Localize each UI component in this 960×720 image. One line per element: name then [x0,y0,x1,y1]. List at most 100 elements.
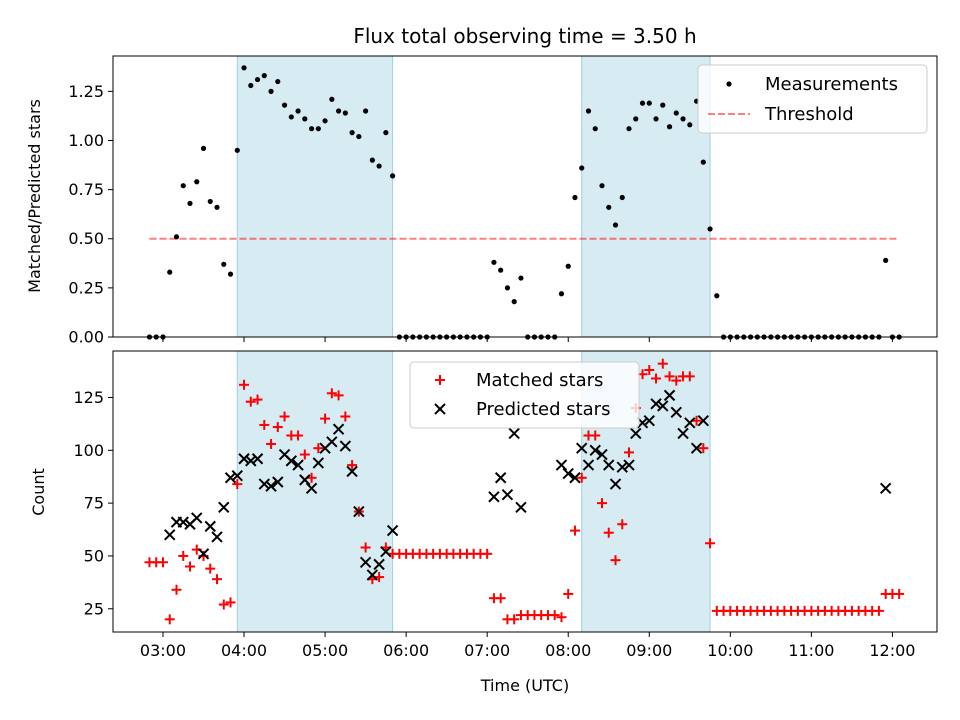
predicted-stars-point [272,476,284,488]
top-panel: Flux total observing time = 3.50 h 0.000… [25,24,938,347]
matched-stars-point [299,449,310,460]
y-tick-label: 25 [84,599,104,618]
cross-stroke [245,455,257,467]
measurements-point [653,116,659,122]
matched-stars-point [326,388,337,399]
predicted-stars-point [251,453,264,465]
measurements-point [687,122,693,128]
y-tick-label: 0.75 [68,180,104,199]
cross-stroke [339,440,352,452]
cross-stroke [434,403,446,415]
matched-stars-point [266,438,277,449]
cross-stroke [596,448,608,461]
cross-stroke [353,505,365,518]
predicted-stars-point [332,423,345,435]
cross-stroke [562,467,574,480]
chart-title: Flux total observing time = 3.50 h [353,24,696,48]
predicted-stars-point [508,427,520,440]
measurements-point [390,173,396,179]
predicted-stars-point [359,556,372,568]
measurements-point [707,226,713,232]
measurements-point [261,73,267,79]
predicted-stars-point [670,406,682,418]
measurements-point [504,285,511,291]
predicted-stars-point [494,472,507,484]
matched-stars-point [320,413,331,424]
cross-stroke [677,427,689,440]
cross-stroke [177,516,189,528]
matched-stars-point [684,371,695,382]
cross-stroke [285,455,298,467]
measurements-point [700,159,706,165]
matched-stars-point [279,411,290,422]
predicted-stars-point [285,455,298,467]
predicted-stars-point [211,531,223,543]
predicted-stars-point [204,520,216,533]
predicted-stars-point [630,427,642,440]
cross-stroke [292,459,304,471]
matched-stars-point [873,605,884,616]
cross-stroke [663,389,676,402]
measurements-point [342,110,348,116]
predicted-stars-point [245,455,257,467]
predicted-stars-point [305,482,318,495]
predicted-stars-point [373,558,385,571]
cross-stroke [488,491,500,503]
measurements-point [329,96,335,102]
predicted-stars-point [576,442,588,454]
measurements-point [498,267,504,273]
matched-stars-point [252,394,263,405]
predicted-stars-point [312,457,325,469]
cross-stroke [684,417,696,429]
cross-stroke [164,529,176,541]
measurements-point [288,114,294,120]
measurements-point [315,126,321,132]
matched-stars-point [333,390,344,401]
cross-stroke [697,415,710,427]
matched-stars-point [617,519,628,530]
x-tick-label: 06:00 [383,641,429,660]
matched-stars-point [894,588,905,599]
matched-stars-point [651,373,662,384]
x-tick-label: 03:00 [140,641,186,660]
cross-stroke [576,442,588,454]
predicted-stars-point [386,524,399,537]
cross-stroke [218,501,230,514]
matched-stars-point [624,447,635,458]
matched-stars-point [184,561,195,572]
matched-stars-point [212,574,223,585]
legend-box [697,64,928,134]
y-tick-label: 100 [73,441,104,460]
measurements-point [606,204,612,210]
measurements-point [268,88,274,94]
matched-stars-point [495,593,506,604]
cross-stroke [589,444,601,457]
predicted-stars-point [616,461,628,473]
y-tick-label: 0.25 [68,278,104,297]
cross-stroke [508,427,520,440]
predicted-stars-point [515,501,527,514]
x-tick-label: 12:00 [869,641,915,660]
measurements-point [322,118,328,124]
cross-stroke [582,459,595,471]
x-tick-label: 11:00 [788,641,834,660]
y-tick-label: 50 [84,546,104,565]
measurements-point [308,126,315,132]
predicted-stars-point [663,389,676,402]
cross-stroke [501,488,514,501]
measurements-point [173,234,180,240]
matched-stars-point [245,396,256,407]
measurements-point [518,275,524,281]
cross-stroke [603,459,615,471]
legend-marker-predicted-stars [434,403,446,415]
cross-stroke [326,436,338,448]
observing-window-band [581,55,711,338]
matched-stars-point [657,358,668,369]
matched-stars-point [556,612,567,623]
measurements-point [302,116,308,122]
measurements-point [187,200,193,206]
measurements-point [626,126,632,132]
y-tick-label: 1.25 [68,82,104,101]
predicted-stars-point [177,516,189,528]
matched-stars-point [360,542,371,553]
